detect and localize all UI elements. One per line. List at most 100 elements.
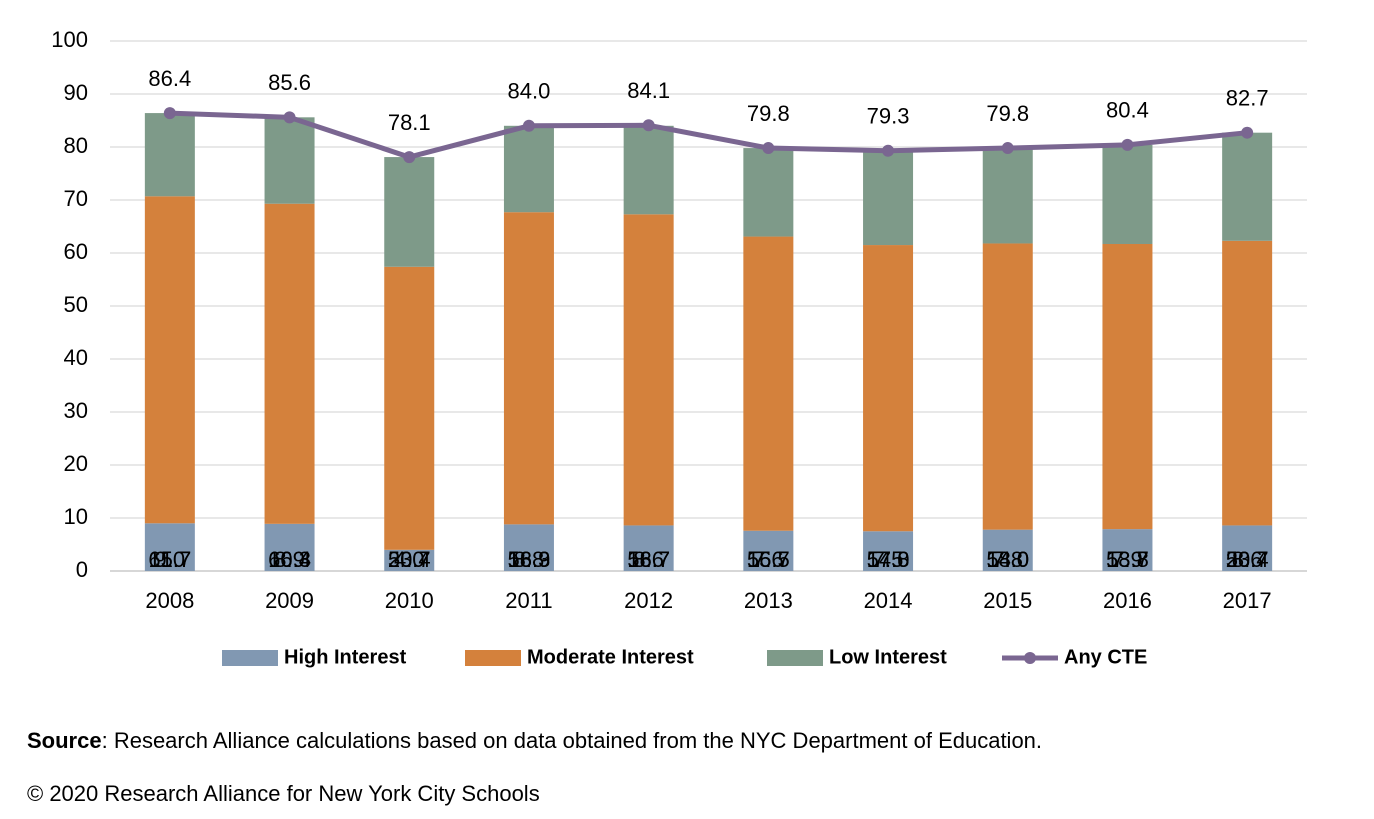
y-tick-label: 50 xyxy=(64,292,88,317)
x-tick-label: 2013 xyxy=(744,588,793,613)
bar-segment xyxy=(1222,525,1273,571)
bar-segment xyxy=(863,150,914,246)
bar-segment xyxy=(1102,144,1153,244)
line-point xyxy=(1001,142,1014,155)
data-label: 7.6 xyxy=(753,547,784,572)
x-tick-label: 2017 xyxy=(1223,588,1272,613)
copyright: © 2020 Research Alliance for New York Ci… xyxy=(27,781,540,806)
data-label: 4.0 xyxy=(394,547,425,572)
line-point xyxy=(283,111,296,124)
bar-segment xyxy=(743,148,794,237)
bar-segment xyxy=(743,530,794,571)
data-label: 15.7 xyxy=(148,547,191,572)
data-label: 61.7 xyxy=(148,547,191,572)
bar-segment xyxy=(144,523,195,571)
data-label: 53.8 xyxy=(1106,547,1149,572)
data-label: 84.0 xyxy=(508,79,551,104)
x-tick-label: 2009 xyxy=(265,588,314,613)
bar-segment xyxy=(1222,132,1273,241)
data-label: 85.6 xyxy=(268,70,311,95)
y-tick-label: 90 xyxy=(64,80,88,105)
data-label: 18.0 xyxy=(986,547,1029,572)
data-label: 54.0 xyxy=(986,547,1029,572)
line-point xyxy=(403,151,416,164)
data-label: 8.6 xyxy=(633,547,664,572)
data-label: 20.4 xyxy=(1226,547,1269,572)
bar-segment xyxy=(384,549,435,571)
bar-segment xyxy=(503,125,554,213)
bar-segment xyxy=(743,236,794,531)
data-label: 79.8 xyxy=(986,101,1029,126)
data-label: 55.5 xyxy=(747,547,790,572)
bar-segment xyxy=(144,113,195,197)
y-tick-label: 60 xyxy=(64,239,88,264)
data-label: 58.7 xyxy=(627,547,670,572)
source-note: Source: Research Alliance calculations b… xyxy=(27,728,1042,753)
x-tick-label: 2015 xyxy=(983,588,1032,613)
data-label: 79.3 xyxy=(867,104,910,129)
data-label: 86.4 xyxy=(148,66,191,91)
y-tick-label: 0 xyxy=(76,557,88,582)
data-label: 84.1 xyxy=(627,78,670,103)
y-tick-label: 70 xyxy=(64,186,88,211)
source-text: : Research Alliance calculations based o… xyxy=(102,728,1042,753)
data-label: 53.4 xyxy=(388,547,431,572)
data-label: 54.0 xyxy=(867,547,910,572)
line xyxy=(169,110,1248,160)
bar-segment xyxy=(982,243,1033,530)
bar-segment xyxy=(623,214,674,526)
y-tick-label: 40 xyxy=(64,345,88,370)
data-label: 79.8 xyxy=(747,101,790,126)
x-tick-label: 2012 xyxy=(624,588,673,613)
data-label: 16.3 xyxy=(268,547,311,572)
x-tick-label: 2011 xyxy=(505,588,552,613)
bar-segment xyxy=(144,196,195,524)
line-point xyxy=(762,142,775,155)
data-label: 7.9 xyxy=(1112,547,1143,572)
x-tick-label: 2010 xyxy=(385,588,434,613)
data-label: 16.7 xyxy=(747,547,790,572)
legend-swatch xyxy=(1024,652,1036,664)
bar-segment xyxy=(623,525,674,571)
source-label: Source xyxy=(27,728,102,753)
bar-segment xyxy=(1102,243,1153,530)
line-point xyxy=(163,107,176,120)
x-tick-label: 2014 xyxy=(864,588,913,613)
line-point xyxy=(882,144,895,157)
legend-label: High Interest xyxy=(284,646,407,668)
data-label: 80.4 xyxy=(1106,98,1149,123)
line-point xyxy=(642,119,655,132)
line-point xyxy=(522,119,535,132)
y-tick-label: 100 xyxy=(51,27,88,52)
bar-segment xyxy=(264,523,315,571)
data-label: 60.4 xyxy=(268,547,311,572)
legend-swatch xyxy=(222,650,278,666)
bar-segment xyxy=(982,529,1033,571)
legend-swatch xyxy=(767,650,823,666)
line-point xyxy=(1241,126,1254,139)
data-label: 7.8 xyxy=(992,547,1023,572)
data-label: 8.8 xyxy=(514,547,545,572)
legend-label: Low Interest xyxy=(829,646,947,668)
data-label: 18.7 xyxy=(1106,547,1149,572)
x-tick-label: 2008 xyxy=(145,588,194,613)
data-label: 82.7 xyxy=(1226,86,1269,111)
bar-segment xyxy=(503,524,554,571)
data-label: 7.5 xyxy=(873,547,904,572)
bar-segment xyxy=(384,266,435,550)
bar-segment xyxy=(1222,240,1273,526)
data-label: 16.7 xyxy=(627,547,670,572)
data-label: 8.9 xyxy=(274,547,305,572)
y-tick-label: 20 xyxy=(64,451,88,476)
legend-label: Moderate Interest xyxy=(527,646,694,668)
legend-swatch xyxy=(465,650,521,666)
legend-label: Any CTE xyxy=(1064,646,1147,668)
data-label: 17.8 xyxy=(867,547,910,572)
data-label: 53.7 xyxy=(1226,547,1269,572)
bar-segment xyxy=(264,117,315,204)
y-tick-label: 10 xyxy=(64,504,88,529)
data-label: 9.0 xyxy=(155,547,186,572)
line-point xyxy=(1121,138,1134,151)
bar-segment xyxy=(264,203,315,524)
